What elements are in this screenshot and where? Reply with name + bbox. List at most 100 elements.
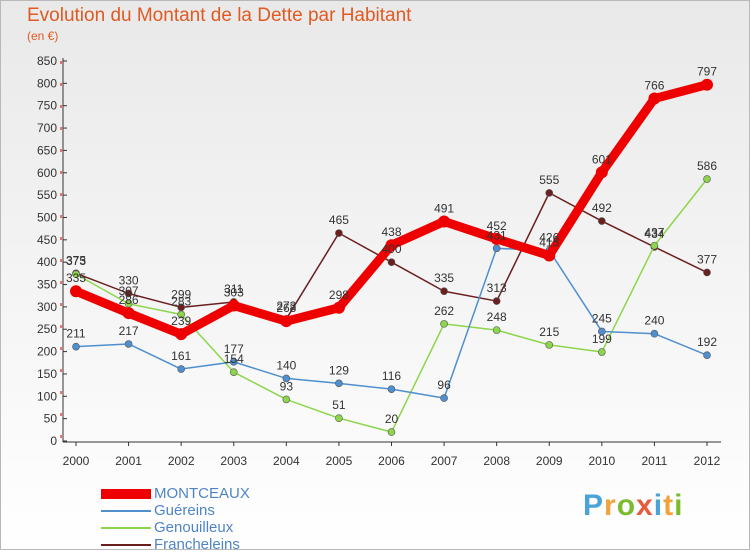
data-label: 248	[487, 310, 507, 324]
data-point	[703, 268, 711, 277]
data-point	[650, 241, 659, 250]
data-label: 192	[697, 335, 717, 349]
y-tick-label: 500	[37, 210, 57, 224]
legend-item: Genouilleux	[101, 519, 250, 536]
data-point	[598, 217, 606, 225]
y-tick-label: 250	[37, 322, 57, 336]
data-point	[387, 428, 396, 436]
y-tick-label: 450	[37, 233, 57, 247]
data-label: 217	[119, 324, 139, 338]
data-label: 313	[487, 281, 507, 295]
data-point	[490, 232, 503, 245]
x-tick-label: 2011	[642, 454, 668, 468]
data-label: 438	[381, 225, 401, 239]
data-point	[282, 395, 291, 404]
data-label: 375	[66, 253, 86, 267]
data-point	[440, 287, 448, 296]
x-tick-label: 2012	[694, 454, 721, 468]
y-tick-label: 50	[44, 412, 58, 426]
x-tick-label: 2005	[326, 454, 353, 468]
x-tick-label: 2010	[588, 454, 615, 468]
data-point	[492, 326, 501, 334]
legend-swatch	[101, 509, 151, 512]
brand-letter: t	[663, 489, 675, 522]
data-point	[543, 249, 556, 262]
legend-swatch	[101, 543, 151, 546]
data-point	[72, 270, 80, 279]
x-tick-label: 2002	[168, 454, 195, 468]
proxiti-logo: Proxiti	[583, 489, 683, 523]
data-point	[177, 310, 185, 319]
data-label: 211	[66, 327, 85, 341]
brand-letter: i	[674, 489, 684, 522]
data-label: 96	[437, 378, 451, 392]
data-point	[703, 351, 711, 359]
data-point	[545, 341, 554, 349]
legend-item: MONTCEAUX	[101, 485, 250, 502]
data-point	[229, 358, 238, 366]
data-label: 268	[276, 301, 296, 315]
y-tick-label: 400	[37, 255, 57, 269]
data-label: 586	[697, 159, 717, 173]
data-point	[335, 414, 343, 423]
legend-item: Francheleins	[101, 536, 250, 553]
y-tick-label: 850	[37, 54, 57, 68]
data-point	[175, 328, 188, 341]
data-label: 330	[119, 273, 139, 287]
brand-letter: r	[604, 489, 617, 522]
data-label: 177	[224, 342, 244, 356]
legend-label: Genouilleux	[154, 519, 234, 536]
chart-legend: MONTCEAUX Guéreins Genouilleux Francheleins	[101, 485, 250, 553]
data-label: 400	[381, 242, 401, 256]
data-label: 20	[385, 412, 399, 426]
data-point	[282, 374, 291, 383]
brand-letter: P	[583, 489, 605, 522]
data-label: 335	[66, 271, 86, 285]
data-point	[385, 239, 398, 252]
data-label: 377	[697, 252, 717, 266]
x-tick-label: 2009	[536, 454, 563, 468]
data-point	[280, 315, 293, 328]
data-label: 492	[592, 201, 612, 215]
data-point	[70, 285, 82, 298]
data-label: 465	[329, 213, 349, 227]
legend-item: Guéreins	[101, 502, 250, 519]
y-tick-label: 700	[37, 121, 57, 135]
y-tick-label: 750	[37, 99, 57, 113]
y-tick-label: 150	[37, 367, 57, 381]
data-point	[440, 320, 448, 328]
x-tick-label: 2004	[273, 454, 300, 468]
chart-subtitle: (en €)	[27, 29, 59, 43]
data-point	[595, 166, 608, 179]
data-label: 299	[171, 287, 191, 301]
y-tick-label: 800	[37, 76, 57, 90]
data-point	[332, 301, 345, 314]
data-point	[72, 342, 80, 351]
data-point	[122, 307, 135, 320]
data-label: 283	[171, 294, 191, 308]
data-point	[650, 329, 659, 338]
brand-letter: x	[636, 489, 654, 522]
brand-letter: o	[616, 489, 637, 522]
data-label: 491	[434, 201, 454, 215]
data-label: 240	[644, 314, 664, 328]
data-label: 215	[539, 325, 559, 339]
data-label: 286	[119, 293, 139, 307]
legend-label: MONTCEAUX	[154, 485, 250, 502]
data-label: 303	[224, 286, 244, 300]
data-point	[492, 297, 501, 305]
data-point	[177, 365, 185, 373]
data-label: 311	[224, 282, 243, 296]
brand-letter: i	[653, 489, 664, 522]
data-point	[387, 385, 396, 393]
x-tick-label: 2001	[115, 454, 142, 468]
x-tick-label: 2008	[483, 454, 510, 468]
data-point	[229, 368, 238, 376]
data-point	[440, 394, 448, 402]
data-label: 434	[644, 227, 664, 241]
data-label: 273	[276, 299, 296, 313]
x-tick-label: 2000	[63, 454, 90, 468]
x-tick-label: 2007	[431, 454, 458, 468]
data-label: 262	[434, 304, 454, 318]
